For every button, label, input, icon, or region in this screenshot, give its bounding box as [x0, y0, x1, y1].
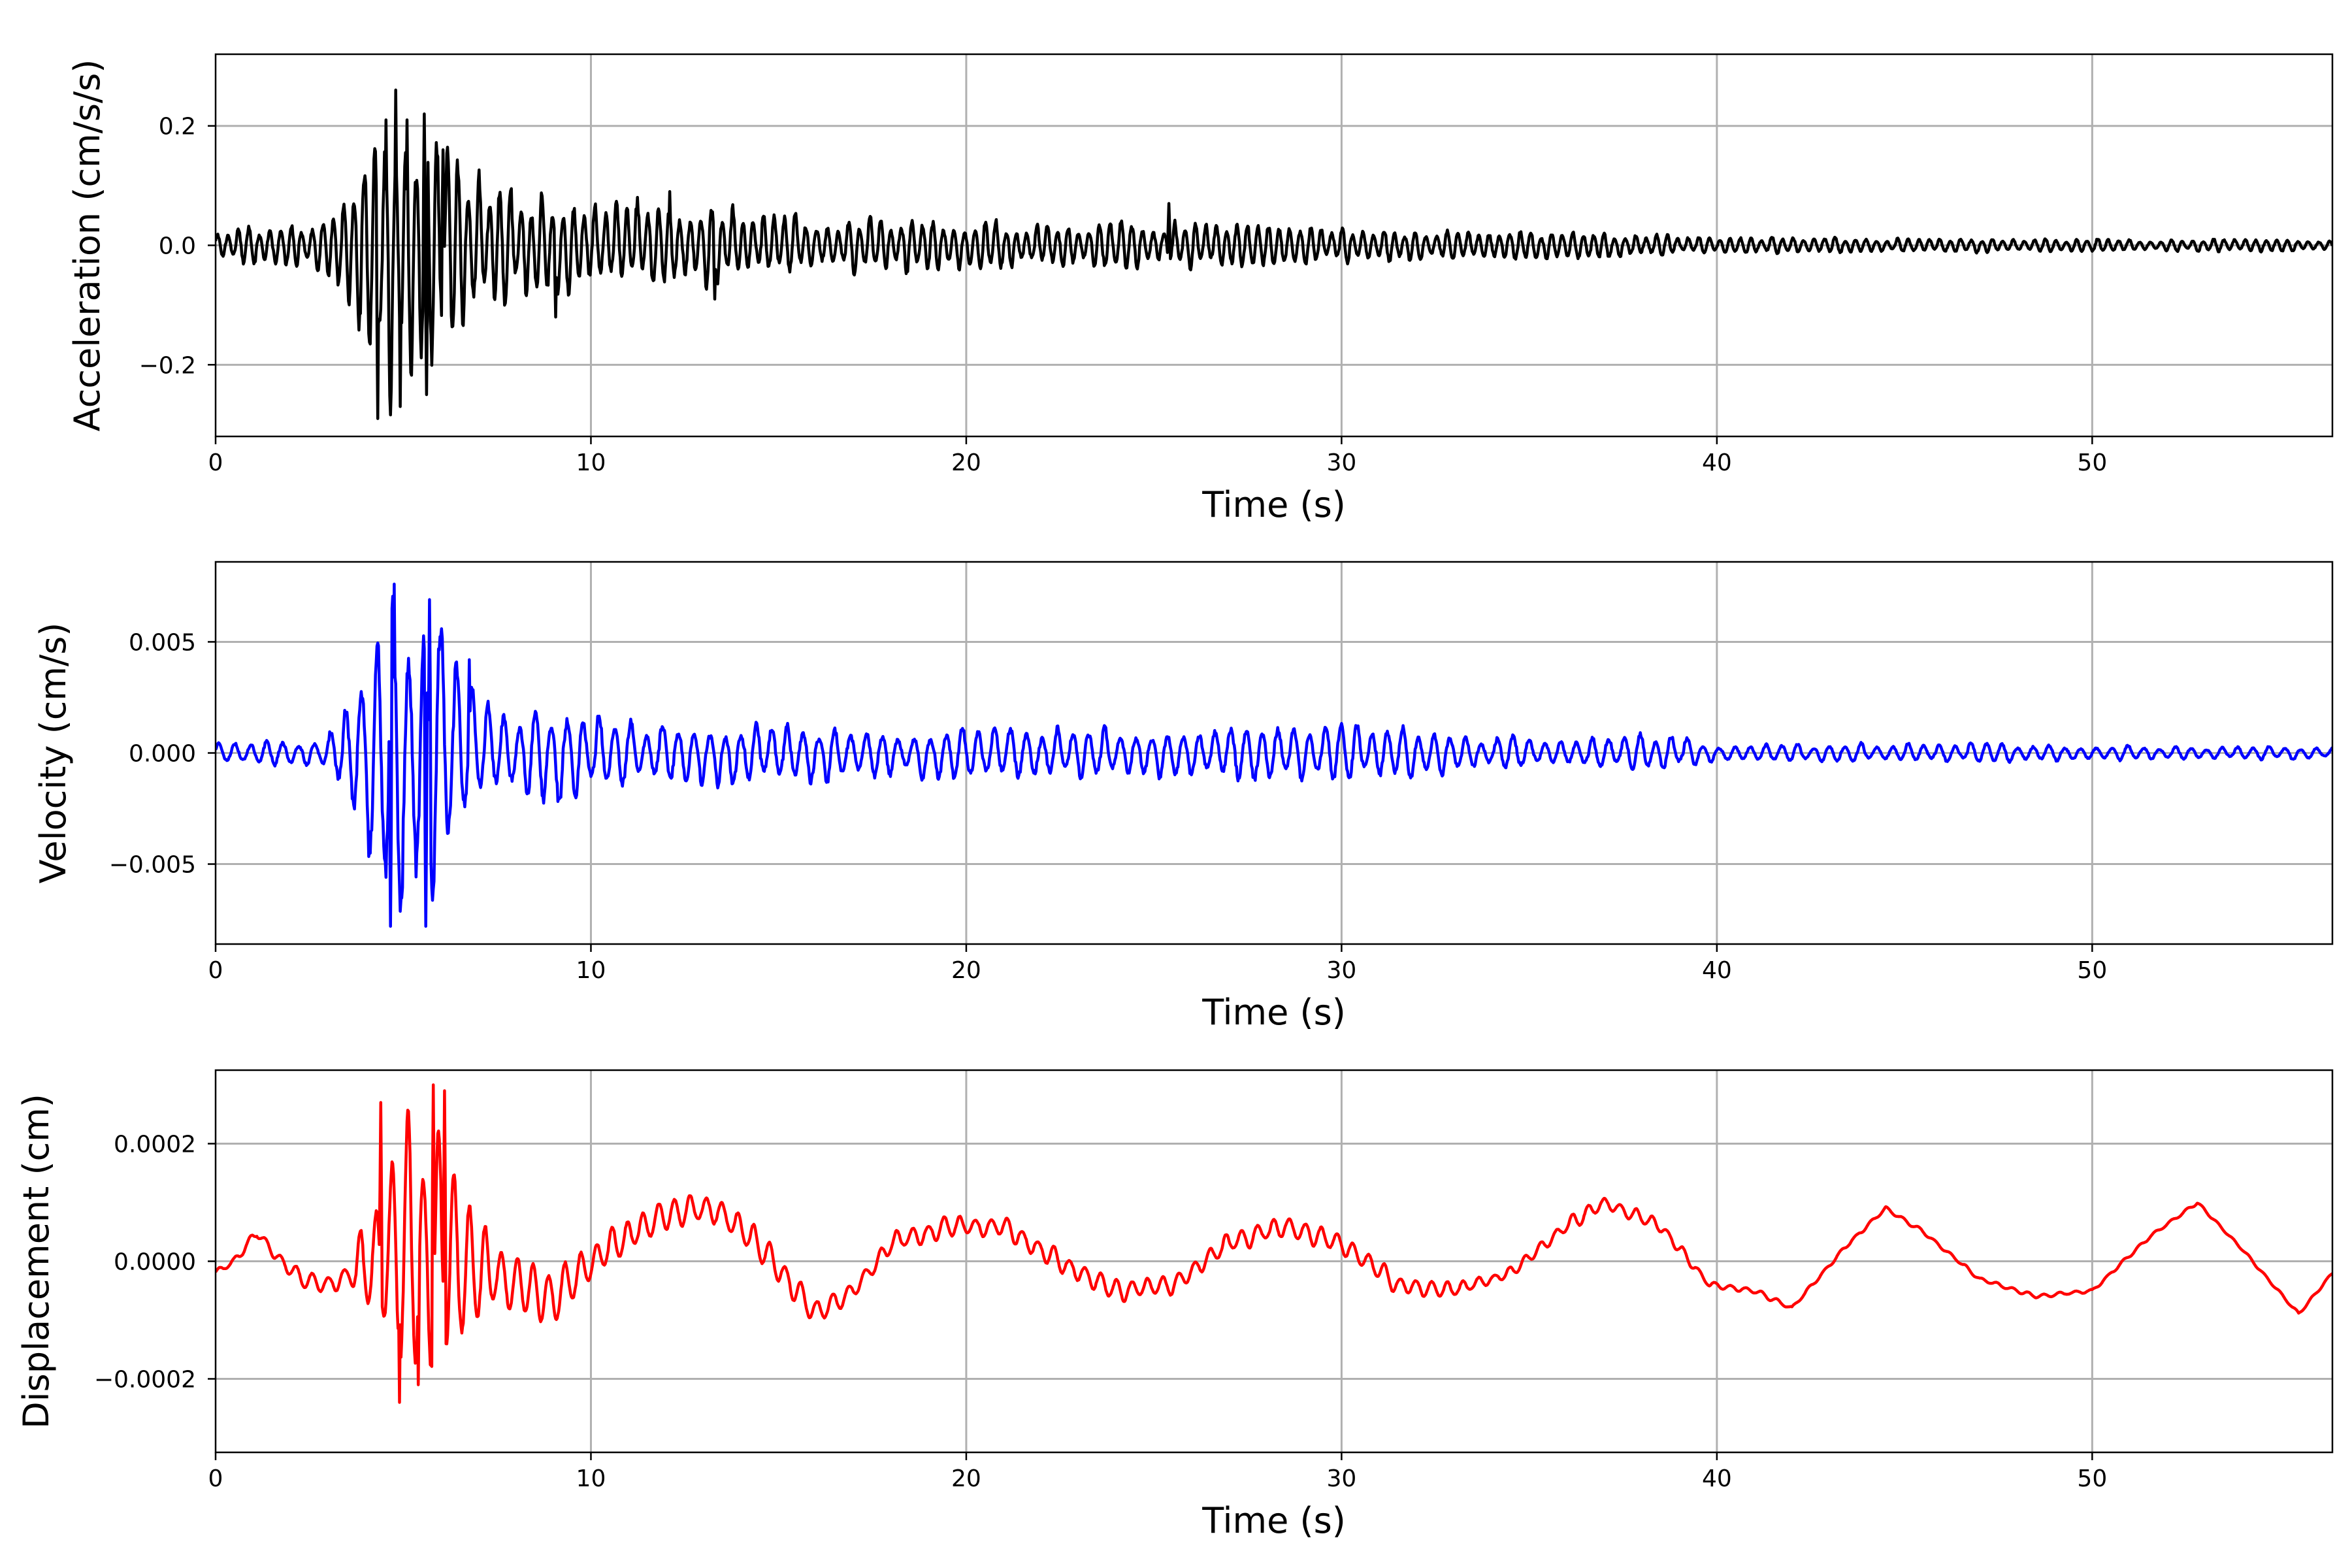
x-tick-label: 20	[951, 957, 981, 984]
acceleration-series-line	[216, 88, 2332, 420]
x-tick-label: 40	[1702, 1465, 1732, 1492]
x-tick-label: 50	[2077, 449, 2107, 476]
x-tick-label: 40	[1702, 449, 1732, 476]
displacement-series-line	[216, 1083, 2332, 1404]
x-axis-label: Time (s)	[1201, 1500, 1346, 1541]
y-tick-label: −0.005	[109, 852, 196, 879]
x-tick-label: 30	[1326, 1465, 1356, 1492]
x-tick-label: 40	[1702, 957, 1732, 984]
y-tick-label: 0.2	[159, 114, 196, 140]
y-tick-label: −0.0002	[94, 1367, 196, 1394]
subplot-acceleration: 0 10 20 30 40 50 −0.2 0.0 0.2 Time (s) Acceleratio…	[67, 53, 2334, 525]
subplot-displacement: 0 10 20 30 40 50 −0.0002 0.0000 0.0002 Time (s) Di…	[16, 1069, 2334, 1541]
subplot-velocity: 0 10 20 30 40 50 −0.005 0.000 0.005 Time (s) Veloc…	[33, 561, 2334, 1033]
x-axis-label: Time (s)	[1201, 992, 1346, 1033]
y-axis-label: Velocity (cm/s)	[33, 623, 74, 884]
x-tick-label: 50	[2077, 957, 2107, 984]
x-axis-label: Time (s)	[1201, 484, 1346, 525]
y-tick-label: 0.0002	[114, 1132, 196, 1158]
x-tick-label: 0	[208, 1465, 223, 1492]
y-axis-label: Acceleration (cm/s/s)	[67, 59, 108, 432]
velocity-series-line	[216, 582, 2332, 928]
x-tick-label: 30	[1326, 449, 1356, 476]
x-tick-label: 30	[1326, 957, 1356, 984]
x-tick-label: 10	[576, 1465, 606, 1492]
y-tick-label: −0.2	[139, 352, 196, 379]
y-tick-label: 0.005	[129, 629, 196, 656]
x-tick-label: 20	[951, 1465, 981, 1492]
x-tick-label: 20	[951, 449, 981, 476]
x-tick-label: 50	[2077, 1465, 2107, 1492]
y-tick-label: 0.0	[159, 233, 196, 260]
y-tick-label: 0.000	[129, 741, 196, 768]
x-tick-label: 10	[576, 957, 606, 984]
x-tick-label: 0	[208, 957, 223, 984]
y-axis-label: Displacement (cm)	[16, 1094, 57, 1429]
x-tick-label: 10	[576, 449, 606, 476]
x-tick-label: 0	[208, 449, 223, 476]
y-tick-label: 0.0000	[114, 1249, 196, 1276]
